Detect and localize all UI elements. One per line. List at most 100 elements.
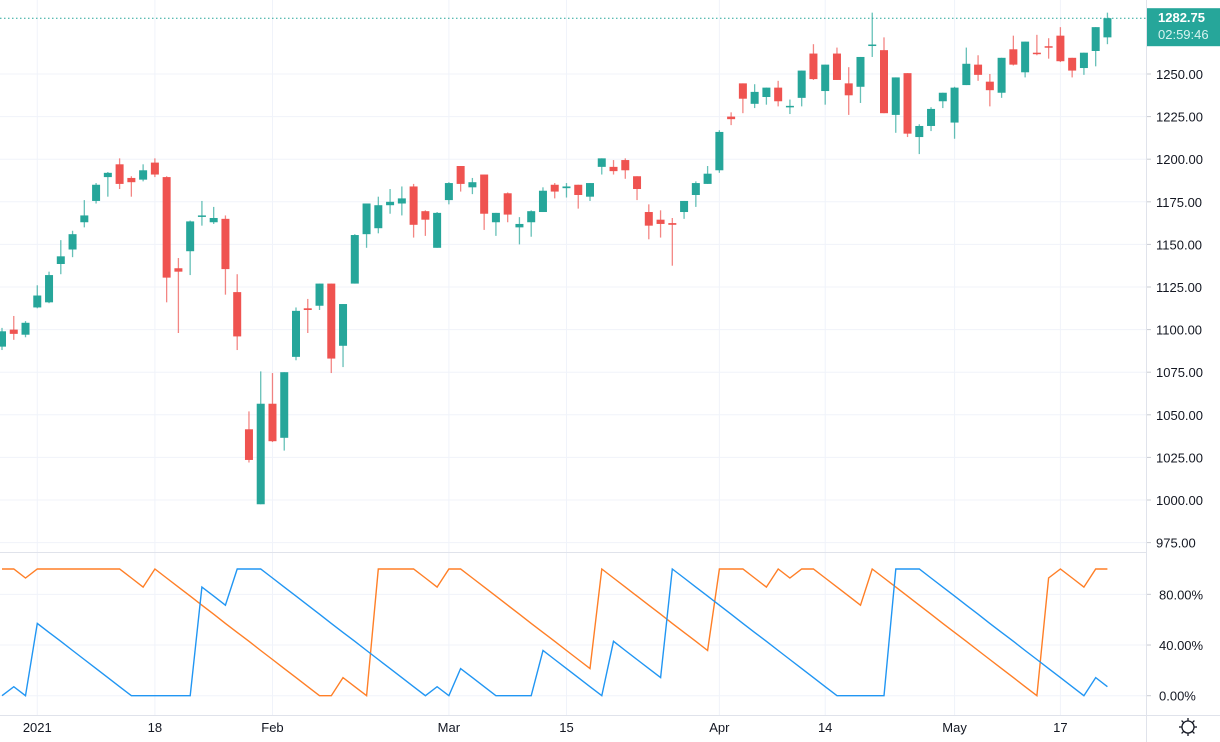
candle: [209, 206, 218, 224]
candle-body: [562, 186, 571, 189]
candle-body: [244, 429, 253, 460]
candle: [1068, 57, 1077, 78]
candle-body: [1032, 52, 1041, 55]
candle: [339, 304, 348, 368]
candle-body: [774, 87, 783, 102]
candle: [1103, 12, 1112, 45]
candle: [174, 258, 183, 334]
candle-body: [703, 173, 712, 184]
price-tick-label: 1225.00: [1156, 110, 1203, 125]
candle: [503, 192, 512, 223]
candle-body: [727, 116, 736, 120]
candle-body: [397, 198, 406, 204]
candle-body: [962, 63, 971, 86]
price-tick-label: 1100.00: [1156, 323, 1202, 338]
price-tick-label: 1200.00: [1156, 152, 1203, 167]
candle-body: [80, 215, 89, 223]
time-tick-label: Feb: [261, 720, 283, 735]
candle-body: [609, 166, 618, 172]
candle: [774, 80, 783, 107]
candle: [809, 44, 818, 80]
candle: [1032, 34, 1041, 56]
candle: [691, 181, 700, 207]
candle-body: [1044, 46, 1053, 48]
candle: [350, 234, 359, 284]
candle: [468, 177, 477, 195]
candle: [1091, 27, 1100, 67]
candle: [68, 230, 77, 258]
candle: [703, 166, 712, 184]
candle-body: [68, 234, 77, 250]
candle-body: [574, 184, 583, 195]
candle: [327, 283, 336, 374]
indicator-tick-label: 0.00%: [1159, 689, 1196, 704]
last-price-tag: 1282.75 02:59:46: [1147, 8, 1220, 47]
candle: [115, 158, 124, 190]
candle: [150, 158, 159, 178]
candle-body: [456, 166, 465, 184]
candle: [821, 64, 830, 105]
candle-body: [268, 403, 277, 442]
candle-body: [797, 70, 806, 98]
candle-body: [997, 57, 1006, 93]
candle: [656, 210, 665, 238]
candle: [244, 411, 253, 463]
candle: [997, 57, 1006, 98]
time-tick-label: Mar: [438, 720, 461, 735]
price-tick-label: 1125.00: [1156, 280, 1202, 295]
candle-body: [303, 308, 312, 311]
candle: [903, 73, 912, 138]
candle: [491, 212, 500, 236]
candle: [527, 210, 536, 237]
candle: [550, 183, 559, 199]
candle-body: [597, 158, 606, 167]
candle-body: [21, 322, 30, 335]
candle-body: [527, 211, 536, 223]
candle: [433, 212, 442, 248]
candle-body: [56, 256, 65, 264]
candle-body: [1091, 27, 1100, 51]
candle-body: [174, 268, 183, 272]
candle: [715, 130, 724, 173]
price-tick-label: 1250.00: [1156, 67, 1203, 82]
candle-body: [444, 183, 453, 201]
candle: [303, 298, 312, 334]
candle: [292, 307, 300, 361]
candle-body: [880, 50, 888, 114]
candle: [856, 56, 865, 103]
candle: [362, 203, 371, 248]
candle-body: [762, 87, 771, 98]
price-tick-label: 1050.00: [1156, 408, 1203, 423]
candle-body: [644, 212, 653, 226]
candle: [750, 84, 759, 109]
candle: [80, 200, 89, 228]
candle-body: [938, 92, 947, 102]
price-tick-label: 975.00: [1156, 536, 1196, 551]
candle: [962, 47, 971, 86]
candle-body: [668, 223, 677, 225]
candle: [480, 174, 489, 230]
candle-body: [738, 83, 747, 99]
candle: [1009, 35, 1018, 66]
candle-body: [221, 218, 230, 270]
candle: [974, 55, 983, 81]
candle: [680, 200, 689, 219]
candle-body: [903, 73, 912, 134]
candle: [927, 107, 936, 132]
candle-body: [233, 292, 242, 337]
candle-body: [209, 217, 218, 223]
settings-button[interactable]: [1179, 718, 1197, 736]
candle-body: [256, 403, 265, 505]
candle-body: [586, 183, 594, 197]
candle-body: [103, 172, 112, 178]
price-tick-label: 1000.00: [1156, 493, 1203, 508]
price-tick-label: 1025.00: [1156, 450, 1203, 465]
candle-body: [197, 215, 206, 217]
candle-body: [362, 203, 371, 235]
candle-body: [127, 177, 136, 183]
candle-body: [538, 190, 547, 213]
candle: [515, 217, 524, 245]
candle-body: [1103, 18, 1112, 38]
